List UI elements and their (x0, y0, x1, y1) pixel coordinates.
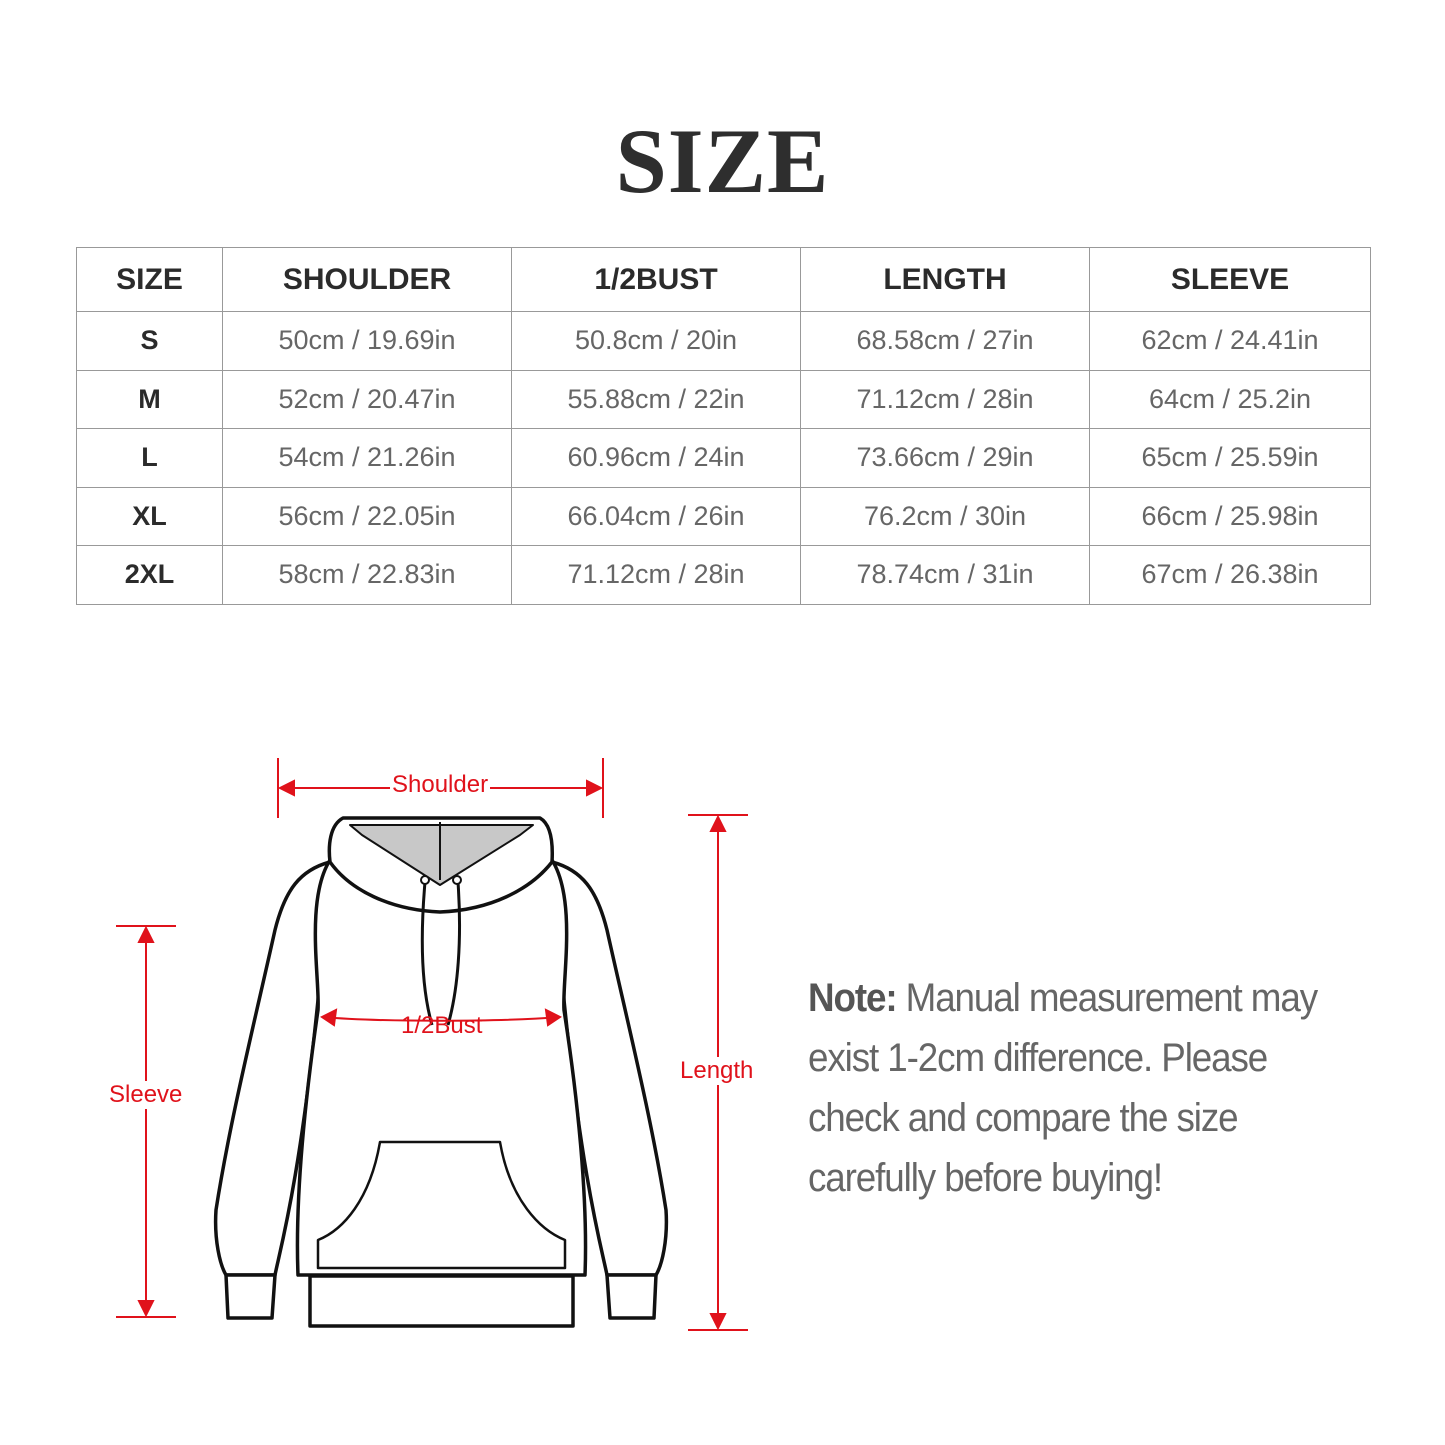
measurement-cell: 58cm / 22.83in (222, 545, 512, 605)
measurement-cell: 55.88cm / 22in (511, 369, 801, 429)
measurement-cell: 52cm / 20.47in (222, 369, 512, 429)
length-label: Length (678, 1057, 756, 1085)
size-table: SIZE SHOULDER 1/2BUST LENGTH SLEEVE S 50c… (76, 247, 1371, 605)
measurement-cell: 50cm / 19.69in (222, 311, 512, 371)
table-row: M 52cm / 20.47in 55.88cm / 22in 71.12cm / 2… (76, 369, 1371, 429)
note-body: Manual measurement may exist 1-2cm diffe… (808, 976, 1318, 1200)
measurement-cell: 60.96cm / 24in (511, 428, 801, 488)
measurement-cell: 78.74cm / 31in (800, 545, 1090, 605)
bust-label: 1/2Bust (401, 1012, 483, 1039)
hoodie-illustration (213, 816, 669, 1328)
table-row: S 50cm / 19.69in 50.8cm / 20in 68.58cm / 27… (76, 311, 1371, 371)
table-header-row: SIZE SHOULDER 1/2BUST LENGTH SLEEVE (76, 247, 1371, 312)
measurement-cell: 71.12cm / 28in (800, 369, 1090, 429)
measurement-cell: 50.8cm / 20in (511, 311, 801, 371)
note-text: Note: Manual measurement may exist 1-2cm… (808, 968, 1360, 1208)
table-row: XL 56cm / 22.05in 66.04cm / 26in 76.2cm / 3… (76, 486, 1371, 546)
page-title: SIZE (615, 110, 830, 212)
size-cell: S (76, 311, 223, 371)
measurement-cell: 64cm / 25.2in (1089, 369, 1371, 429)
measurement-cell: 65cm / 25.59in (1089, 428, 1371, 488)
measurement-cell: 76.2cm / 30in (800, 486, 1090, 546)
table-row: 2XL 58cm / 22.83in 71.12cm / 28in 78.74cm /… (76, 545, 1371, 605)
size-cell: L (76, 428, 223, 488)
measurement-cell: 66.04cm / 26in (511, 486, 801, 546)
note-label: Note: (808, 976, 898, 1020)
sleeve-label: Sleeve (107, 1081, 185, 1109)
header-sleeve: SLEEVE (1089, 247, 1371, 312)
measurement-cell: 54cm / 21.26in (222, 428, 512, 488)
shoulder-label: Shoulder (390, 771, 491, 799)
measurement-cell: 67cm / 26.38in (1089, 545, 1371, 605)
size-cell: M (76, 369, 223, 429)
size-cell: 2XL (76, 545, 223, 605)
measurement-cell: 56cm / 22.05in (222, 486, 512, 546)
header-bust: 1/2BUST (511, 247, 801, 312)
header-size: SIZE (76, 247, 223, 312)
header-shoulder: SHOULDER (222, 247, 512, 312)
size-cell: XL (76, 486, 223, 546)
measurement-cell: 66cm / 25.98in (1089, 486, 1371, 546)
measurement-cell: 62cm / 24.41in (1089, 311, 1371, 371)
header-length: LENGTH (800, 247, 1090, 312)
table-row: L 54cm / 21.26in 60.96cm / 24in 73.66cm / 2… (76, 428, 1371, 488)
